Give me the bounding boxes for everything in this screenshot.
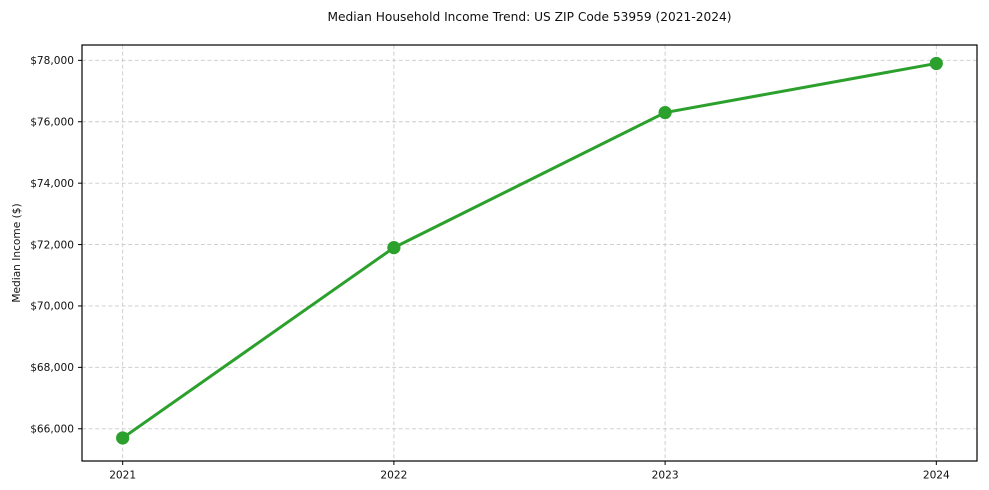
- data-line: [121, 61, 938, 440]
- x-tick-label: 2021: [109, 470, 136, 482]
- y-tick-label: $78,000: [30, 55, 74, 67]
- plot-border: [81, 44, 978, 462]
- data-point: [116, 431, 130, 445]
- y-tick-label: $76,000: [30, 116, 74, 128]
- y-tick-label: $68,000: [30, 362, 74, 374]
- chart-title: Median Household Income Trend: US ZIP Co…: [327, 10, 732, 24]
- data-point: [658, 105, 672, 120]
- y-tick-label: $66,000: [30, 423, 74, 435]
- y-tick-label: $72,000: [30, 239, 74, 251]
- data-point: [387, 241, 401, 255]
- data-point: [929, 56, 943, 71]
- x-tick-label: 2022: [380, 470, 407, 482]
- y-tick-label: $70,000: [30, 301, 74, 313]
- y-tick-label: $74,000: [30, 178, 74, 190]
- x-tick-label: 2024: [923, 470, 950, 482]
- x-tick-label: 2023: [652, 470, 679, 482]
